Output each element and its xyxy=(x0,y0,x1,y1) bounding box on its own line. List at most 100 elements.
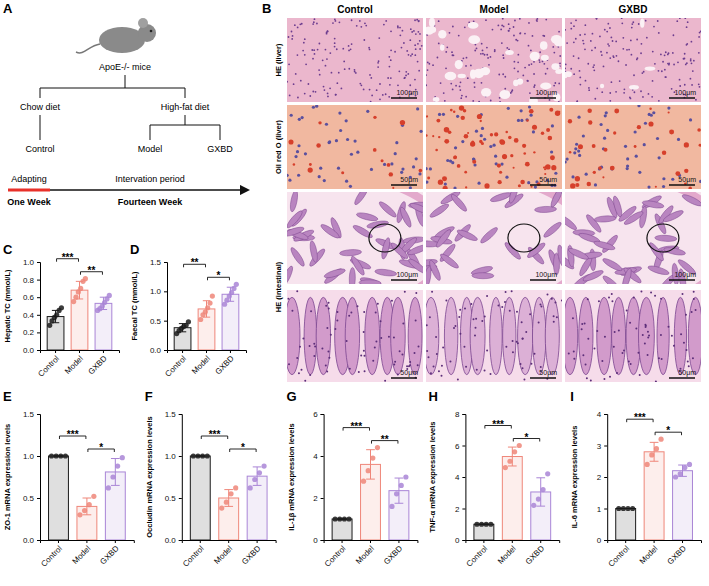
texture xyxy=(501,42,503,44)
texture xyxy=(584,24,586,26)
row-label: HE (liver) xyxy=(274,43,283,76)
texture xyxy=(318,43,320,45)
texture xyxy=(683,342,685,344)
texture xyxy=(660,334,662,336)
texture xyxy=(540,366,542,368)
significance-label: *** xyxy=(492,419,504,430)
panel-letter: B xyxy=(262,1,271,16)
texture xyxy=(377,303,379,305)
y-tick: 0.8 xyxy=(23,276,40,285)
texture xyxy=(483,138,486,141)
panel-letter: E xyxy=(3,389,12,404)
significance-label: ** xyxy=(88,265,96,276)
texture xyxy=(645,325,647,327)
texture xyxy=(631,54,633,56)
data-point xyxy=(682,465,687,470)
y-tick: 0.0 xyxy=(150,346,167,355)
texture xyxy=(642,96,644,98)
texture xyxy=(309,374,311,376)
texture xyxy=(359,276,382,284)
texture xyxy=(464,26,466,28)
texture xyxy=(309,163,312,166)
texture xyxy=(526,80,528,82)
texture xyxy=(645,20,647,22)
texture xyxy=(565,64,567,66)
texture xyxy=(671,335,673,337)
y-tick: 1.5 xyxy=(150,258,167,267)
texture xyxy=(426,297,439,374)
texture xyxy=(298,372,300,374)
y-tick-line xyxy=(37,332,40,333)
x-tick-line xyxy=(103,350,104,353)
x-tick: Model xyxy=(638,540,660,566)
data-point xyxy=(545,471,550,476)
texture xyxy=(345,297,359,374)
x-tick-label: Model xyxy=(71,544,93,566)
texture xyxy=(601,360,603,362)
texture xyxy=(573,25,575,27)
texture xyxy=(594,47,596,49)
texture xyxy=(353,139,356,142)
texture xyxy=(513,61,515,63)
x-tick-line xyxy=(182,350,183,353)
texture xyxy=(616,372,618,374)
texture xyxy=(517,342,519,344)
texture xyxy=(459,309,461,311)
texture xyxy=(363,39,365,41)
texture xyxy=(468,35,480,44)
micrograph xyxy=(287,18,423,102)
texture xyxy=(582,40,584,42)
scale-bar-label: 100μm xyxy=(396,89,418,97)
texture xyxy=(570,28,572,30)
texture xyxy=(364,22,366,24)
texture xyxy=(390,162,393,165)
texture xyxy=(700,30,701,32)
texture xyxy=(449,193,468,213)
texture xyxy=(568,352,570,354)
texture xyxy=(346,340,348,342)
x-tick-label: GXBD xyxy=(382,544,405,567)
texture xyxy=(612,297,626,374)
texture xyxy=(658,70,660,72)
data-point xyxy=(47,323,52,328)
texture xyxy=(632,21,634,23)
scale-bar-label: 100μm xyxy=(396,271,418,279)
texture xyxy=(657,20,659,22)
texture xyxy=(457,164,461,168)
significance-label: * xyxy=(525,432,529,443)
data-point xyxy=(645,462,650,467)
texture xyxy=(312,58,314,60)
texture xyxy=(437,57,439,59)
texture xyxy=(313,49,315,51)
texture xyxy=(570,68,572,70)
texture xyxy=(600,84,604,88)
texture xyxy=(615,40,617,42)
texture xyxy=(573,73,575,75)
texture xyxy=(611,81,613,83)
texture xyxy=(369,89,371,91)
texture xyxy=(438,20,440,22)
y-tick: 1.5 xyxy=(165,410,182,419)
data-point xyxy=(106,485,111,490)
x-tick-label: GXBD xyxy=(86,354,109,377)
texture xyxy=(343,61,345,63)
texture xyxy=(517,119,520,122)
texture xyxy=(330,334,332,336)
texture xyxy=(556,244,562,267)
micrograph xyxy=(565,18,701,102)
y-tick-label: 0.5 xyxy=(165,494,177,503)
texture xyxy=(363,331,365,333)
micrograph xyxy=(565,105,701,189)
texture xyxy=(431,291,433,293)
texture xyxy=(348,45,350,47)
panel-letter: C xyxy=(3,242,13,257)
texture xyxy=(554,82,556,84)
bar xyxy=(673,471,693,540)
texture xyxy=(542,220,562,239)
texture xyxy=(635,328,637,330)
data-point xyxy=(77,512,82,517)
texture xyxy=(417,31,419,33)
texture xyxy=(519,33,521,35)
texture xyxy=(578,144,583,149)
texture xyxy=(559,55,561,57)
